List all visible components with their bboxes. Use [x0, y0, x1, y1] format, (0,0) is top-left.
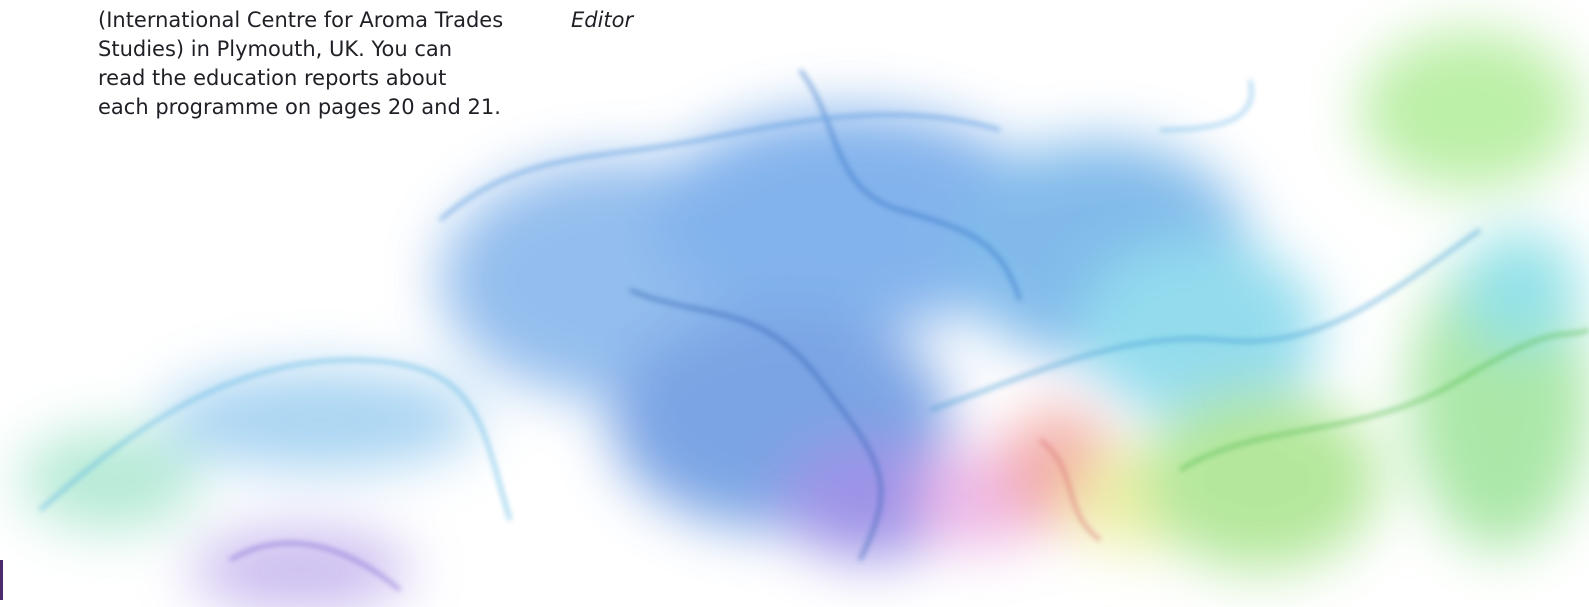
text-line: each programme on pages 20 and 21.: [98, 95, 501, 119]
article-paragraph: (International Centre for Aroma Trades S…: [98, 6, 503, 122]
text-line: Studies) in Plymouth, UK. You can: [98, 37, 453, 61]
signature-role: Editor: [571, 8, 634, 32]
text-line: (International Centre for Aroma Trades: [98, 8, 504, 32]
text-line: read the education reports about: [98, 66, 447, 90]
